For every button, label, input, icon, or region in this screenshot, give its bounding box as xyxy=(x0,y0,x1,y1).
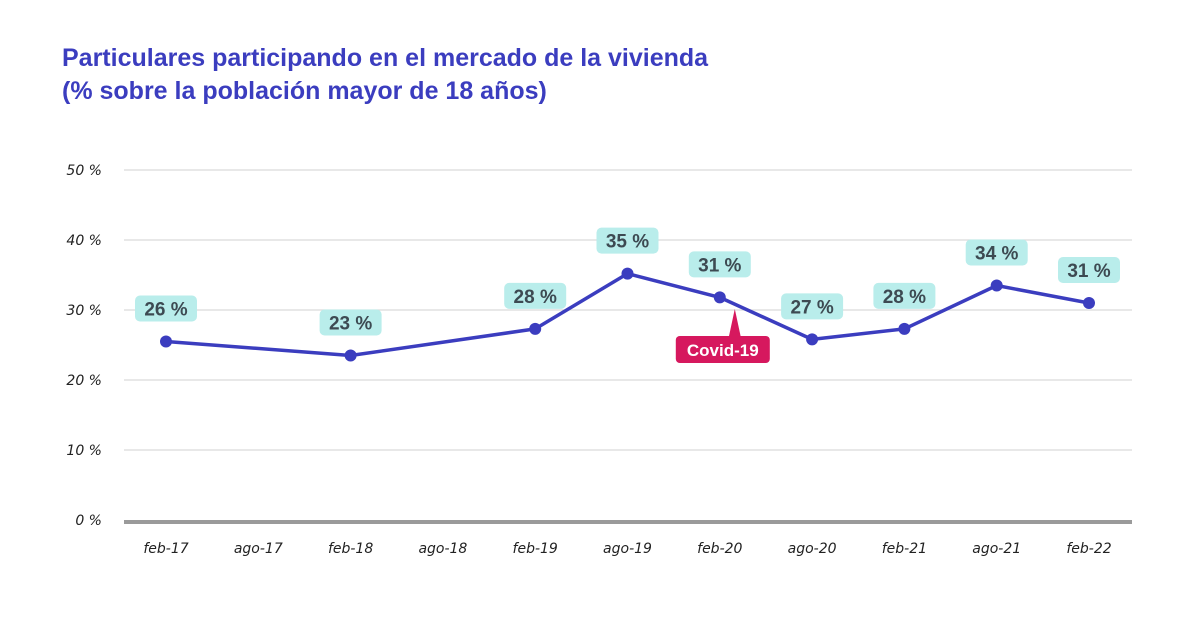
data-label: 31 % xyxy=(698,255,741,276)
data-point xyxy=(529,322,542,335)
data-label: 27 % xyxy=(790,297,833,318)
data-point xyxy=(990,279,1003,292)
x-tick-label: feb-19 xyxy=(513,541,558,557)
x-tick-label: feb-17 xyxy=(143,541,188,557)
x-tick-label: ago-17 xyxy=(234,541,283,557)
chart-title-main: Particulares participando en el mercado … xyxy=(62,44,709,72)
data-label-bg xyxy=(873,282,936,309)
data-label-bg xyxy=(1058,257,1120,283)
y-tick-label: 10 % xyxy=(66,443,102,459)
data-label: 31 % xyxy=(1067,261,1110,282)
data-point xyxy=(898,322,911,335)
data-label-bg xyxy=(965,239,1028,266)
covid-annotation: Covid-19 xyxy=(675,309,770,363)
gridlines xyxy=(124,169,1132,451)
data-label-bg xyxy=(688,251,751,278)
y-tick-label: 20 % xyxy=(66,373,102,389)
y-axis: 0 % 10 % 20 % 30 % 40 % 50 % xyxy=(66,163,102,529)
data-label-bg xyxy=(135,295,197,322)
annotation-pointer xyxy=(728,309,741,337)
x-tick-label: feb-20 xyxy=(697,541,742,557)
data-label: 35 % xyxy=(606,232,649,253)
data-point xyxy=(621,267,634,280)
annotation-label: Covid-19 xyxy=(687,341,759,360)
x-tick-label: feb-18 xyxy=(328,541,373,557)
annotation-box xyxy=(675,336,770,363)
series-line-group xyxy=(160,267,1095,362)
x-tick-label: feb-22 xyxy=(1066,541,1111,557)
y-tick-label: 30 % xyxy=(66,303,102,319)
data-label-bg xyxy=(319,309,382,336)
chart-subtitle: (% sobre la población mayor de 18 años) xyxy=(62,77,547,105)
x-tick-label: ago-19 xyxy=(603,541,652,557)
data-label-bg xyxy=(781,293,844,320)
x-tick-label: feb-21 xyxy=(882,541,927,557)
y-tick-label: 50 % xyxy=(66,163,102,179)
data-label: 28 % xyxy=(883,287,926,308)
x-tick-label: ago-20 xyxy=(788,541,837,557)
y-tick-label: 0 % xyxy=(75,513,102,529)
data-point xyxy=(1083,297,1095,309)
data-point xyxy=(806,333,819,346)
data-point xyxy=(344,349,357,362)
data-label-bg xyxy=(504,282,567,309)
data-label: 23 % xyxy=(329,314,372,335)
data-label: 26 % xyxy=(144,300,187,321)
data-point xyxy=(713,291,726,304)
x-tick-label: ago-18 xyxy=(418,541,467,557)
x-axis: feb-17 ago-17 feb-18 ago-18 feb-19 ago-19 feb-… xyxy=(124,520,1132,557)
data-label: 28 % xyxy=(514,287,557,308)
y-tick-label: 40 % xyxy=(66,233,102,249)
data-label: 34 % xyxy=(975,244,1018,265)
x-tick-label: ago-21 xyxy=(972,541,1021,557)
data-label-bg xyxy=(596,227,659,254)
data-point xyxy=(160,335,172,348)
data-labels: 26 % 23 % 28 % 35 % 31 % 27 % 28 % 34 % 31 % xyxy=(135,227,1120,336)
chart-title: Particulares participando en el mercado … xyxy=(62,42,708,108)
series-line xyxy=(165,271,1090,358)
